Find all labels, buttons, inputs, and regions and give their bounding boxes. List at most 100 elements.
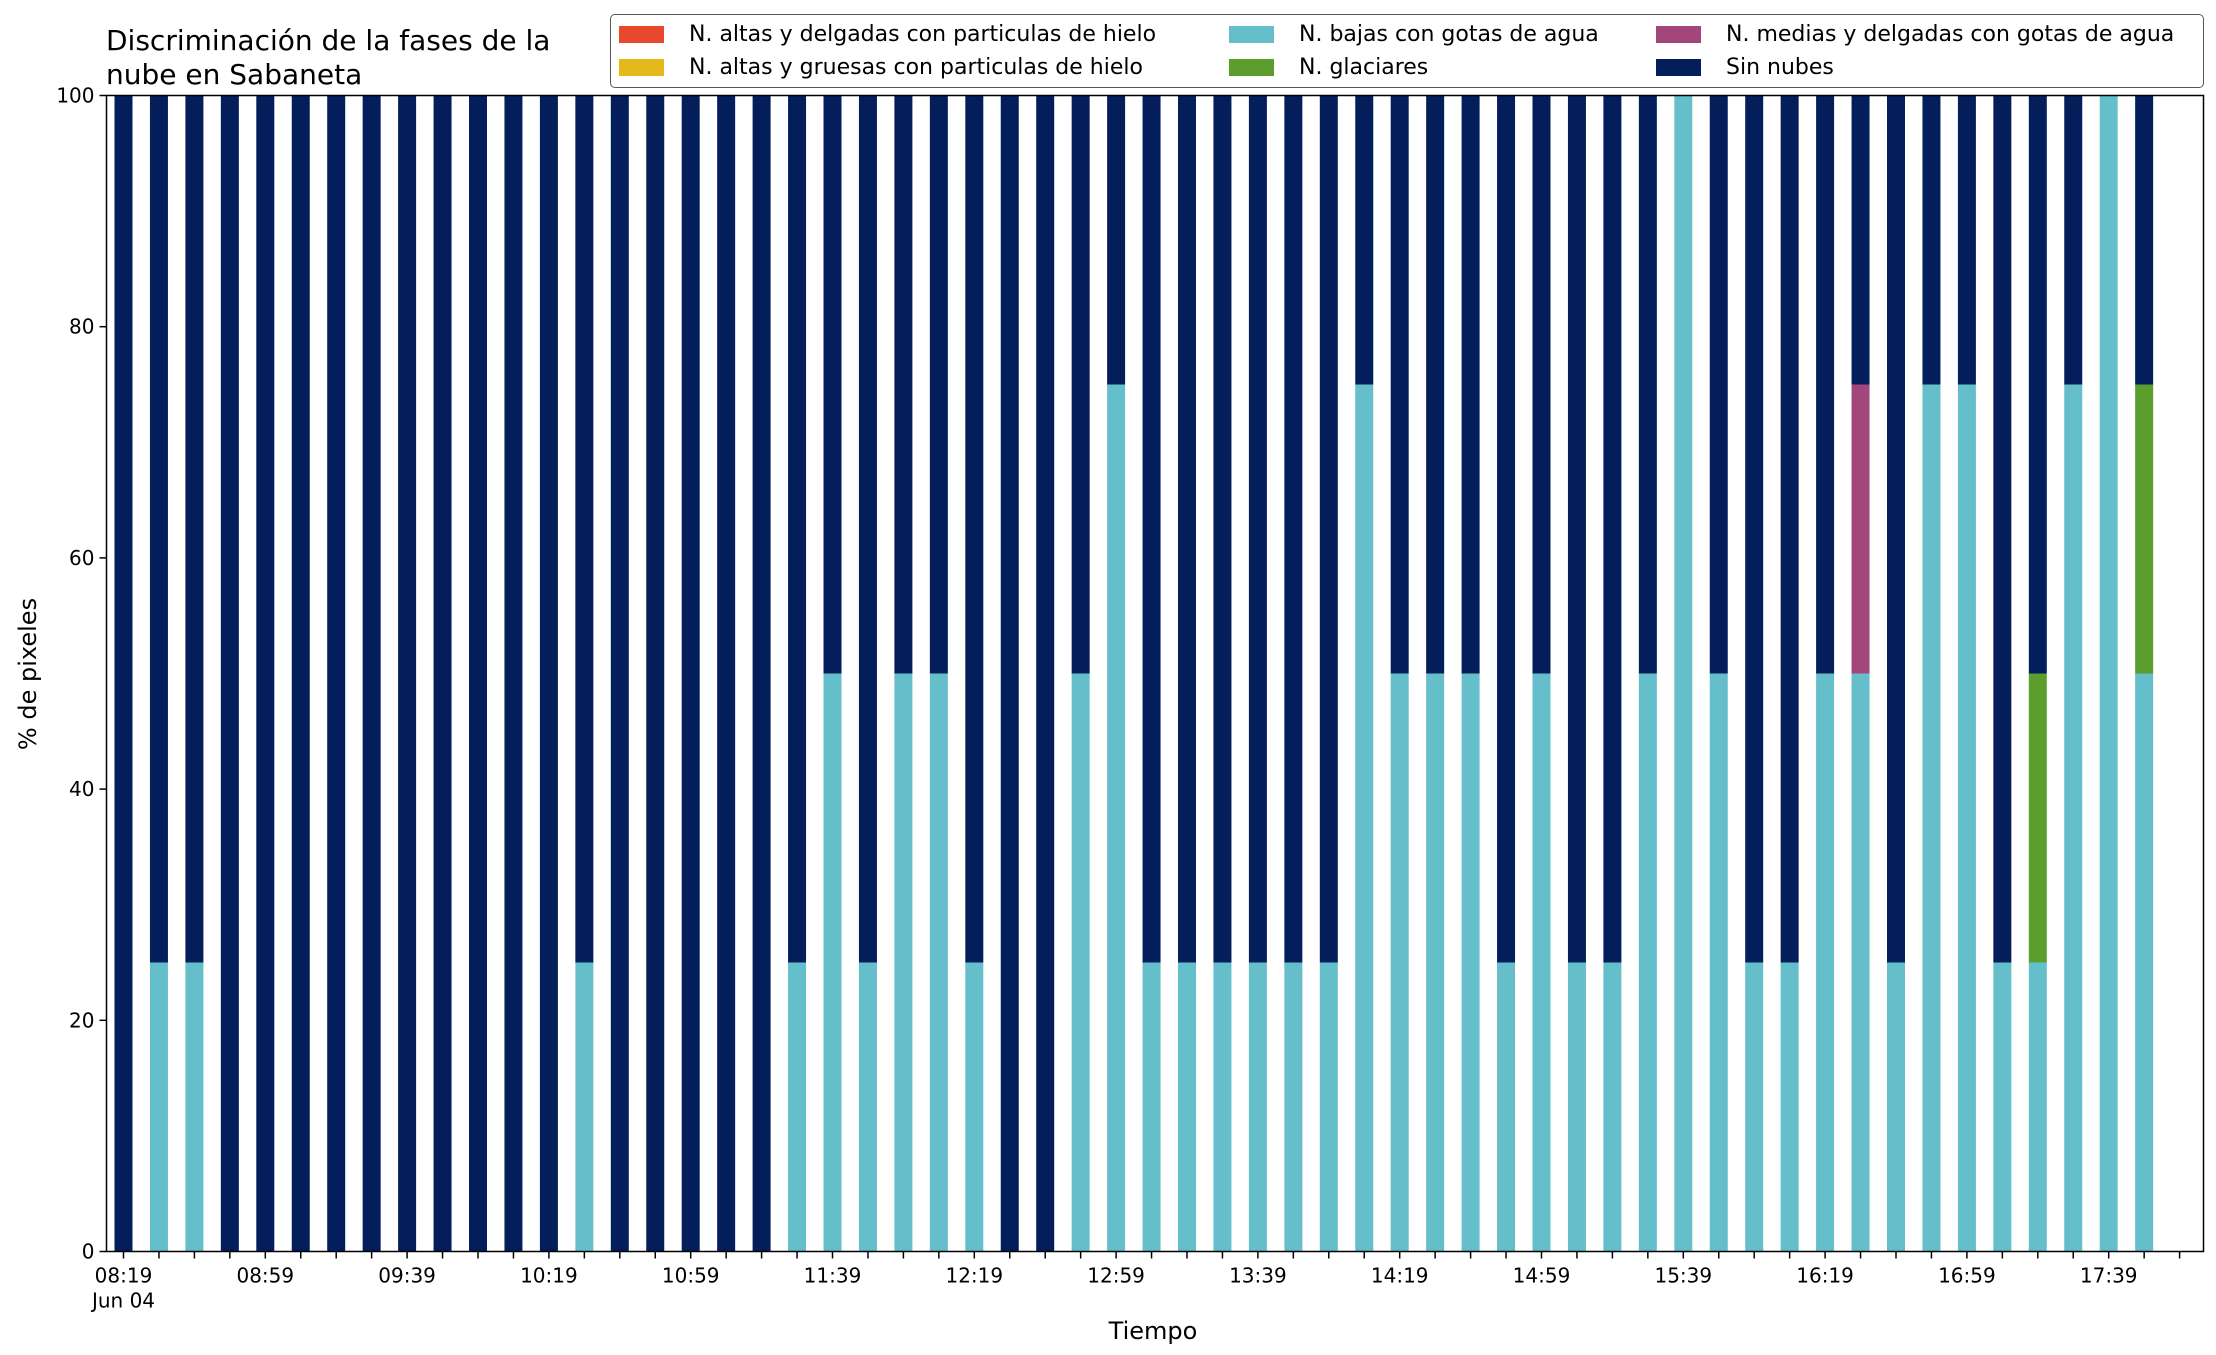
bar-segment [433,95,452,1252]
bar-segment [1142,95,1161,963]
bar-segment [575,962,594,1252]
x-tick-label: 17:39 [2080,1264,2138,1288]
bar-segment [220,95,239,1252]
y-tick-label: 60 [69,546,94,570]
legend-item: N. glaciares [1229,50,1428,84]
bar-segment [1284,95,1303,963]
x-tick-label: 14:19 [1371,1264,1429,1288]
bar-segment [894,95,913,674]
bar-segment [1461,95,1480,674]
bar-segment [681,95,700,1252]
legend-label: N. altas y delgadas con particulas de hi… [689,21,1157,47]
bar-segment [398,95,417,1252]
bar-segment [1567,962,1586,1252]
x-tick-label: 12:59 [1087,1264,1145,1288]
bars-layer [114,95,2154,1252]
legend: N. altas y delgadas con particulas de hi… [610,14,2204,88]
bar-segment [610,95,629,1252]
x-tick-label: 16:19 [1796,1264,1854,1288]
bar-segment [327,95,346,1252]
bar-segment [1426,673,1445,1252]
bar-segment [717,95,736,1252]
bar-segment [965,962,984,1252]
bar-segment [185,95,204,963]
plot-frame [105,94,2205,1253]
bar-segment [1887,95,1905,963]
y-tick-label: 100 [56,84,94,108]
bar-segment [1638,95,1657,674]
bar-segment [1107,95,1126,385]
bar-segment [1745,95,1764,963]
bar-segment [1780,962,1799,1252]
legend-item: Sin nubes [1656,50,1834,84]
x-tick-label: 10:19 [520,1264,578,1288]
legend-item: N. bajas con gotas de agua [1229,17,1599,51]
bar-segment [2099,95,2118,1252]
bar-segment [1567,95,1586,963]
legend-label: N. glaciares [1299,54,1429,80]
x-tick-sublabel: Jun 04 [90,1289,155,1313]
bar-segment [1071,95,1090,674]
bar-segment [1780,95,1799,963]
bar-segment [149,95,168,963]
bar-segment [575,95,594,963]
legend-label: N. bajas con gotas de agua [1299,21,1599,47]
bar-segment [1107,384,1126,1252]
x-tick-label: 09:39 [378,1264,436,1288]
bar-segment [1532,673,1551,1252]
bar-segment [1248,95,1267,963]
bar-segment [1816,673,1835,1252]
bar-segment [1497,95,1516,963]
bar-segment [1178,962,1196,1252]
bar-segment [1816,95,1835,674]
bar-segment [362,95,381,1252]
legend-item: N. medias y delgadas con gotas de agua [1656,17,2174,51]
bar-segment [752,95,771,1252]
bar-segment [2135,673,2154,1252]
x-axis-label: Tiempo [1108,1317,1198,1345]
bar-segment [1638,673,1657,1252]
x-tick-label: 15:39 [1654,1264,1712,1288]
y-tick-label: 20 [69,1008,94,1032]
bar-segment [1213,962,1232,1252]
legend-swatch [619,58,664,76]
legend-label: N. medias y delgadas con gotas de agua [1726,21,2175,47]
x-tick-label: 12:19 [945,1264,1003,1288]
bar-segment [1248,962,1267,1252]
bar-segment [965,95,984,963]
bar-segment [646,95,665,1252]
bar-segment [1142,962,1161,1252]
legend-swatch [619,25,664,43]
bar-segment [1887,962,1905,1252]
legend-label: N. altas y gruesas con particulas de hie… [689,54,1143,80]
bar-segment [2064,384,2083,1252]
bar-segment [1071,673,1090,1252]
bar-segment [1709,95,1728,674]
bar-segment [114,95,133,1252]
bar-segment [1213,95,1232,963]
legend-label: Sin nubes [1726,54,1834,80]
bar-segment [1390,95,1409,674]
chart-title: Discriminación de la fases de la nube en… [106,24,551,91]
bar-segment [1390,673,1409,1252]
bar-segment [1851,95,1870,385]
bar-segment [2135,384,2154,674]
bar-segment [291,95,310,1252]
bar-segment [894,673,913,1252]
bar-segment [1036,95,1055,1252]
bar-segment [2064,95,2083,385]
bar-segment [788,95,807,963]
bar-segment [1851,673,1870,1252]
x-tick-label: 11:39 [804,1264,862,1288]
bar-segment [858,962,877,1252]
bar-segment [1993,962,2012,1252]
bar-segment [1284,962,1303,1252]
bar-segment [1355,384,1374,1252]
bar-segment [256,95,275,1252]
bar-segment [2028,673,2047,963]
legend-item: N. altas y delgadas con particulas de hi… [619,17,1156,51]
bar-segment [1319,95,1338,963]
bar-segment [1319,962,1338,1252]
y-axis-label: % de pixeles [14,598,42,750]
